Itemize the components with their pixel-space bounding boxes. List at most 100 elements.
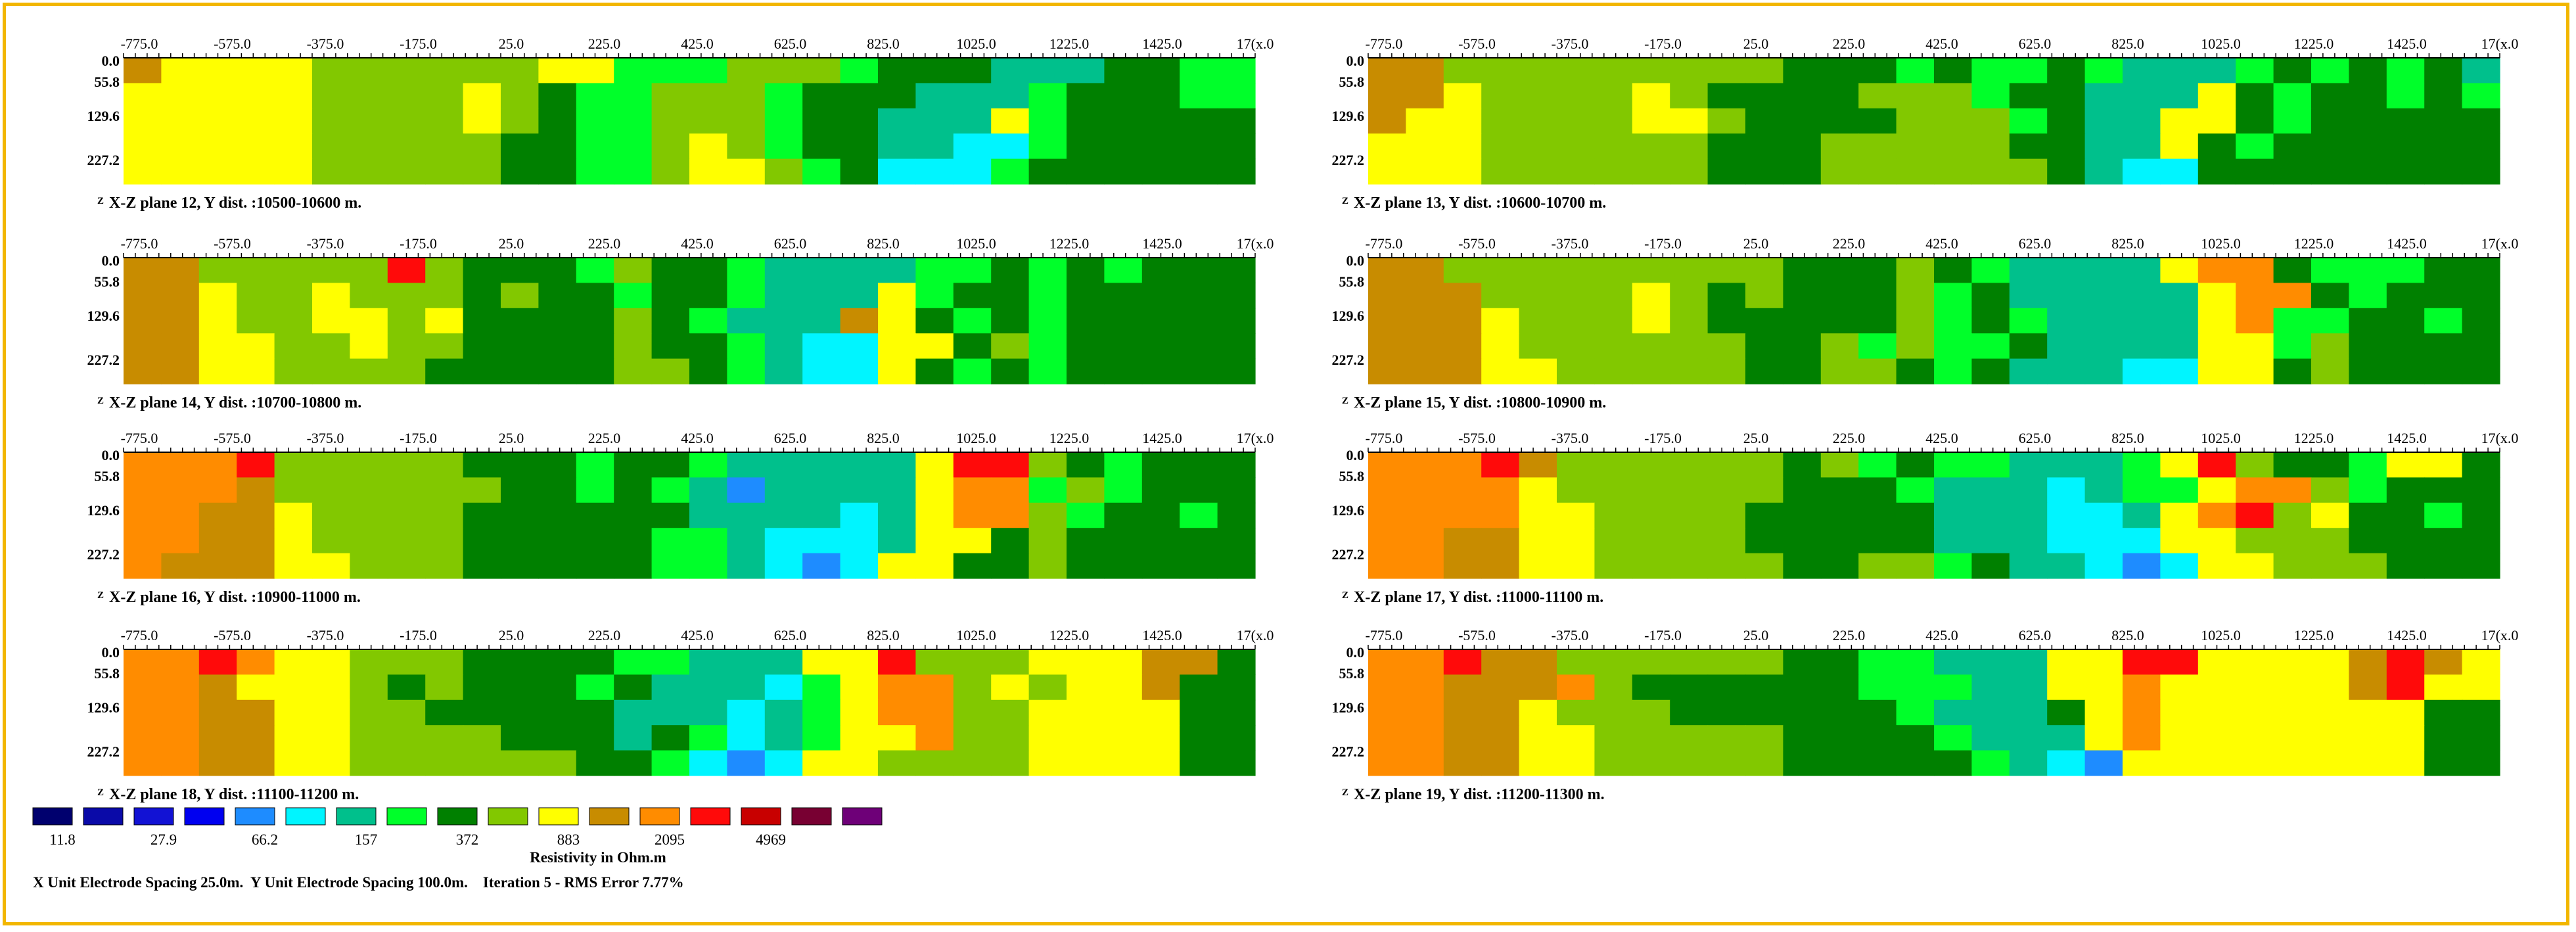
resistivity-cell — [2424, 699, 2463, 726]
resistivity-cell — [2349, 452, 2387, 478]
resistivity-cell — [161, 358, 200, 384]
resistivity-cell — [1707, 477, 1746, 503]
depth-tick-label: 227.2 — [87, 743, 120, 760]
resistivity-cell — [501, 649, 539, 675]
resistivity-cell — [1217, 258, 1256, 283]
resistivity-cell — [1028, 308, 1067, 334]
resistivity-cell — [1028, 477, 1067, 503]
resistivity-cell — [2273, 649, 2312, 675]
xz-plane-panel: -775.0 -575.0 -375.0 -175.0 25.0 225.0 425.0 62… — [87, 627, 1274, 803]
resistivity-cell — [124, 283, 162, 309]
resistivity-cell — [878, 725, 916, 751]
resistivity-cell — [1368, 528, 1406, 554]
resistivity-cell — [689, 308, 727, 334]
resistivity-cell — [1971, 477, 2010, 503]
resistivity-cell — [2311, 674, 2349, 701]
resistivity-cell — [1745, 502, 1783, 528]
x-tick-label: 1425.0 — [2387, 235, 2427, 252]
panel-caption: X-Z plane 16, Y dist. :10900-11000 m. — [109, 589, 361, 606]
resistivity-cell — [387, 649, 426, 675]
resistivity-cell — [1707, 528, 1746, 554]
resistivity-cell — [2273, 502, 2312, 528]
legend-swatch — [437, 807, 478, 826]
resistivity-cell — [953, 58, 992, 83]
resistivity-cell — [1745, 553, 1783, 579]
resistivity-cell — [2197, 108, 2236, 134]
resistivity-cell — [1783, 258, 1822, 283]
resistivity-cell — [727, 83, 766, 109]
resistivity-cell — [350, 133, 388, 160]
resistivity-cell — [1745, 283, 1783, 309]
resistivity-cell — [2424, 452, 2463, 478]
resistivity-cell — [2197, 553, 2236, 579]
resistivity-cell — [1481, 452, 1520, 478]
resistivity-cell — [2123, 358, 2161, 384]
resistivity-cell — [576, 649, 614, 675]
resistivity-cell — [2424, 725, 2463, 751]
resistivity-cell — [2349, 358, 2387, 384]
resistivity-cell — [463, 553, 501, 579]
resistivity-cell — [2009, 58, 2048, 83]
resistivity-cell — [1141, 108, 1180, 134]
x-tick-label: 625.0 — [774, 430, 807, 446]
depth-tick-label: 55.8 — [1339, 273, 1365, 290]
resistivity-cell — [1783, 699, 1822, 726]
resistivity-cell — [2047, 674, 2086, 701]
resistivity-cell — [878, 358, 916, 384]
resistivity-cell — [2349, 649, 2387, 675]
resistivity-cell — [350, 158, 388, 185]
resistivity-cell — [1594, 649, 1633, 675]
resistivity-cell — [1104, 528, 1143, 554]
resistivity-cell — [538, 83, 577, 109]
resistivity-cell — [1820, 283, 1859, 309]
x-tick-label: 825.0 — [2111, 35, 2144, 52]
resistivity-cell — [1783, 725, 1822, 751]
resistivity-cell — [576, 725, 614, 751]
resistivity-cell — [1180, 133, 1218, 160]
resistivity-cell — [953, 477, 992, 503]
resistivity-cell — [1745, 333, 1783, 360]
resistivity-cell — [1067, 502, 1105, 528]
resistivity-cell — [2462, 528, 2500, 554]
resistivity-cell — [1707, 358, 1746, 384]
resistivity-cell — [1557, 358, 1595, 384]
resistivity-cell — [2273, 553, 2312, 579]
resistivity-cell — [1067, 674, 1105, 701]
resistivity-cell — [1783, 477, 1822, 503]
resistivity-cell — [991, 750, 1030, 776]
resistivity-cell — [1783, 674, 1822, 701]
resistivity-cell — [915, 258, 954, 283]
resistivity-cell — [312, 502, 350, 528]
resistivity-cell — [1745, 83, 1783, 109]
resistivity-cell — [274, 452, 313, 478]
x-tick-label: 825.0 — [867, 35, 900, 52]
resistivity-cell — [387, 699, 426, 726]
resistivity-cell — [2424, 477, 2463, 503]
resistivity-cell — [953, 333, 992, 360]
resistivity-cell — [1896, 283, 1935, 309]
resistivity-cell — [576, 358, 614, 384]
legend-swatch — [741, 807, 781, 826]
resistivity-cell — [2349, 133, 2387, 160]
resistivity-cell — [1180, 725, 1218, 751]
resistivity-cell — [350, 750, 388, 776]
resistivity-cell — [198, 674, 237, 701]
resistivity-cell — [727, 477, 766, 503]
resistivity-cell — [1028, 283, 1067, 309]
resistivity-cell — [1745, 649, 1783, 675]
resistivity-cell — [538, 452, 577, 478]
resistivity-cell — [651, 358, 690, 384]
resistivity-cell — [1067, 649, 1105, 675]
panel-caption: X-Z plane 13, Y dist. :10600-10700 m. — [1354, 195, 1606, 212]
resistivity-cell — [576, 333, 614, 360]
resistivity-cell — [1481, 133, 1520, 160]
resistivity-cell — [124, 108, 162, 134]
resistivity-cell — [802, 108, 841, 134]
resistivity-cell — [1443, 108, 1482, 134]
resistivity-cell — [1896, 58, 1935, 83]
resistivity-cell — [2386, 699, 2425, 726]
resistivity-cell — [1971, 649, 2010, 675]
resistivity-cell — [161, 158, 200, 185]
resistivity-cell — [2084, 553, 2123, 579]
resistivity-cell — [2160, 553, 2199, 579]
